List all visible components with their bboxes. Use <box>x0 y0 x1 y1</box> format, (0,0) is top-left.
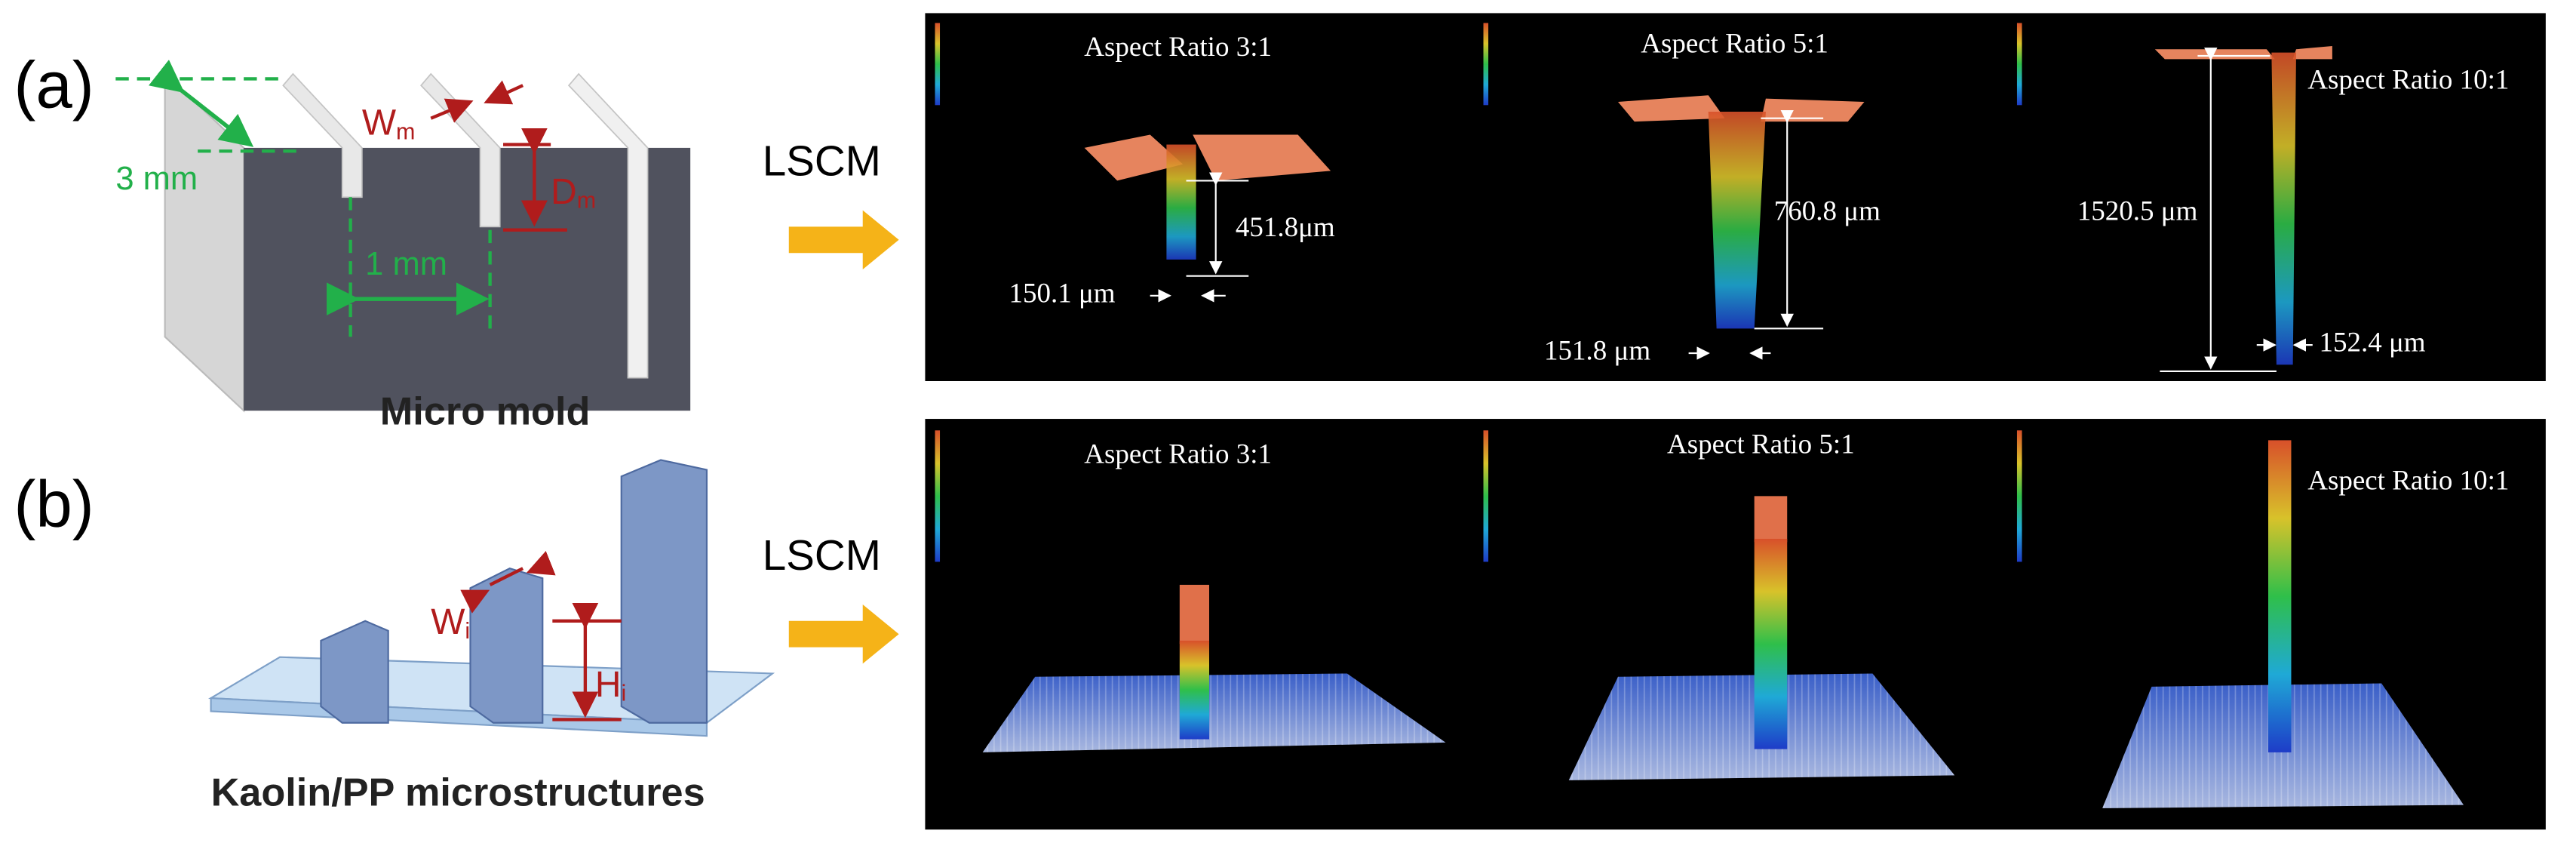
arrow <box>788 210 899 269</box>
micro-mold-schematic <box>115 60 691 413</box>
scan-width: 151.8 μm <box>1544 335 1650 366</box>
method-label: LSCM <box>763 531 881 579</box>
width-label: Wi <box>431 602 470 644</box>
panel-label: (b) <box>14 468 94 541</box>
method-label: LSCM <box>763 137 881 185</box>
width-label: Wm <box>362 103 416 144</box>
scan-height: 760.8 μm <box>1774 195 1881 226</box>
height-subscript: i <box>622 681 627 706</box>
schematic-caption: Kaolin/PP microstructures <box>211 771 705 814</box>
scan-strip <box>925 13 2546 381</box>
depth-symbol: D <box>551 171 577 211</box>
pitch-label: 3 mm <box>115 161 198 197</box>
height-label: Hi <box>595 665 626 706</box>
scan-title: Aspect Ratio 5:1 <box>1667 429 1855 460</box>
scan-title: Aspect Ratio 5:1 <box>1641 28 1828 59</box>
width-subscript: m <box>396 118 415 144</box>
arrow <box>788 605 899 664</box>
schematic-caption: Micro mold <box>380 389 591 433</box>
scan-title: Aspect Ratio 10:1 <box>2307 64 2509 95</box>
scan-strip <box>925 419 2546 830</box>
width-symbol: W <box>362 103 397 143</box>
scan-title: Aspect Ratio 10:1 <box>2307 465 2509 496</box>
scan-height: 1520.5 μm <box>2077 195 2198 226</box>
depth-label: Dm <box>551 171 596 213</box>
scan-height: 451.8μm <box>1236 212 1335 243</box>
width-symbol: W <box>431 602 465 642</box>
scan-title: Aspect Ratio 3:1 <box>1084 439 1272 470</box>
spacing-label: 1 mm <box>365 246 447 282</box>
scan-width: 152.4 μm <box>2319 328 2425 358</box>
scan-title: Aspect Ratio 3:1 <box>1084 32 1272 63</box>
height-symbol: H <box>595 665 622 705</box>
depth-subscript: m <box>577 188 596 214</box>
microstructure-schematic <box>207 459 775 737</box>
panel-label: (a) <box>14 49 94 122</box>
width-subscript: i <box>465 618 470 644</box>
scan-width: 150.1 μm <box>1009 278 1115 309</box>
